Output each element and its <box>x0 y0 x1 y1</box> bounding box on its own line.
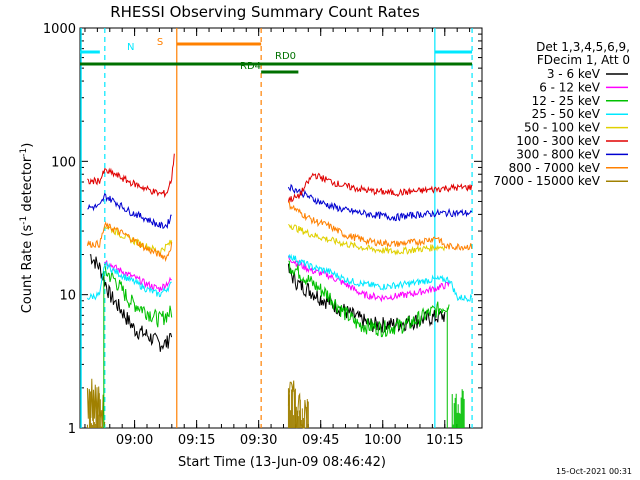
series-line <box>287 380 309 429</box>
plot-area: 1 10 100 1000 09:00 09:15 09:30 09:45 10:00 10:15… <box>43 22 483 448</box>
series-line <box>86 221 173 263</box>
y-tick-label: 10 <box>59 289 76 304</box>
series-line <box>287 255 450 303</box>
x-tick-label: 09:30 <box>240 433 277 448</box>
series-line <box>287 263 446 333</box>
series-line <box>104 226 173 256</box>
series-line <box>288 260 450 338</box>
legend-label: 300 - 800 keV <box>516 147 600 161</box>
y-axis-label-sup2: -1 <box>19 148 29 157</box>
x-tick-label: 10:15 <box>426 433 463 448</box>
series-line <box>87 153 175 199</box>
series-line <box>104 264 173 328</box>
series-line <box>287 253 473 303</box>
legend-label: 25 - 50 keV <box>532 107 601 121</box>
y-axis-label-prefix: Count Rate (s <box>20 225 35 314</box>
x-tick-label: 09:00 <box>116 433 153 448</box>
y-tick-label: 100 <box>51 155 76 170</box>
series-line <box>287 183 473 222</box>
x-tick-label: 09:45 <box>302 433 339 448</box>
timestamp: 15-Oct-2021 00:31 <box>556 467 632 476</box>
series-line <box>87 192 172 230</box>
series-line <box>86 261 172 301</box>
x-tick-label: 10:00 <box>364 433 401 448</box>
series-line <box>288 223 446 256</box>
series-line <box>287 172 473 203</box>
x-tick-label: 09:15 <box>178 433 215 448</box>
y-axis-label-suffix: ) <box>20 143 35 148</box>
series-line <box>287 200 473 252</box>
legend: Det 1,3,4,5,6,9, FDecim 1, Att 0 3 - 6 k… <box>493 40 630 188</box>
legend-label: 7000 - 15000 keV <box>493 174 600 188</box>
y-axis-label-mid: detector <box>20 156 35 216</box>
y-tick-label: 1 <box>68 422 76 437</box>
annotation-label: N <box>127 42 134 53</box>
series-line <box>104 260 172 292</box>
legend-label: 6 - 12 keV <box>539 80 601 94</box>
y-axis-label: Count Rate (s-1 detector-1) <box>19 143 35 314</box>
annotation-label: RD0 <box>275 51 296 62</box>
annotation-label: S <box>157 37 163 48</box>
legend-label: 3 - 6 keV <box>547 67 601 81</box>
x-axis-label: Start Time (13-Jun-09 08:46:42) <box>178 455 386 470</box>
y-axis-label-sup: -1 <box>19 216 29 225</box>
legend-header-1: Det 1,3,4,5,6,9, <box>536 40 630 54</box>
legend-label: 50 - 100 keV <box>524 121 601 135</box>
y-tick-label: 1000 <box>43 22 76 37</box>
annotation-label: RD4 <box>240 61 261 72</box>
legend-label: 800 - 7000 keV <box>509 161 601 175</box>
plot-frame <box>79 27 483 429</box>
legend-header-2: FDecim 1, Att 0 <box>537 53 630 67</box>
chart-title: RHESSI Observing Summary Count Rates <box>110 3 420 21</box>
legend-label: 12 - 25 keV <box>532 94 601 108</box>
legend-label: 100 - 300 keV <box>516 134 600 148</box>
